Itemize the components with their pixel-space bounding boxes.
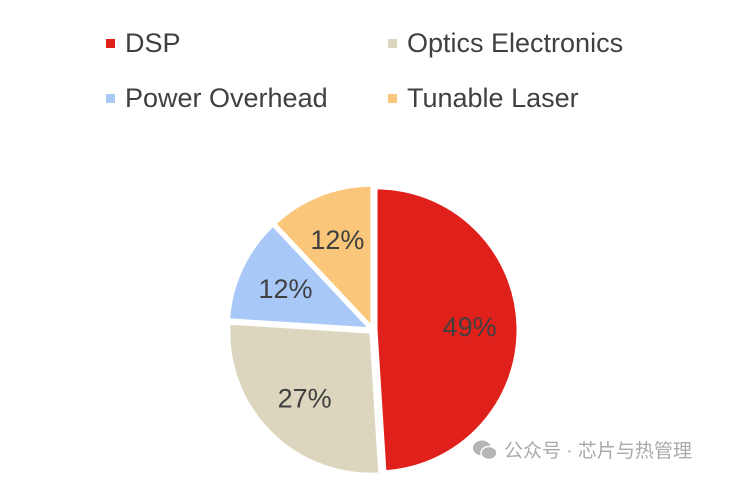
data-label: 12% [258, 274, 312, 304]
data-label: 27% [278, 383, 332, 413]
legend-item-dsp: DSP [106, 28, 181, 59]
legend-label: Tunable Laser [407, 83, 579, 113]
legend-swatch [388, 39, 397, 48]
legend-item-tunable-laser: Tunable Laser [388, 83, 579, 114]
legend-item-power-overhead: Power Overhead [106, 83, 328, 114]
legend-item-optics-electronics: Optics Electronics [388, 28, 623, 59]
watermark: 公众号 · 芯片与热管理 [472, 436, 692, 463]
legend-label: DSP [125, 28, 181, 58]
legend-swatch [388, 94, 397, 103]
legend-label: Optics Electronics [407, 28, 624, 58]
pie-slice-tunable-laser [272, 183, 374, 331]
pie-slice-dsp [374, 186, 520, 474]
data-label: 49% [443, 312, 497, 342]
pie-slice-power-overhead [226, 223, 374, 331]
wechat-icon [473, 440, 498, 460]
legend-swatch [106, 94, 115, 103]
watermark-text: 公众号 · 芯片与热管理 [504, 441, 692, 462]
legend-swatch [106, 39, 115, 48]
pie-slice-optics-electronics [227, 321, 382, 476]
legend-label: Power Overhead [125, 83, 328, 113]
data-label: 12% [310, 225, 364, 255]
